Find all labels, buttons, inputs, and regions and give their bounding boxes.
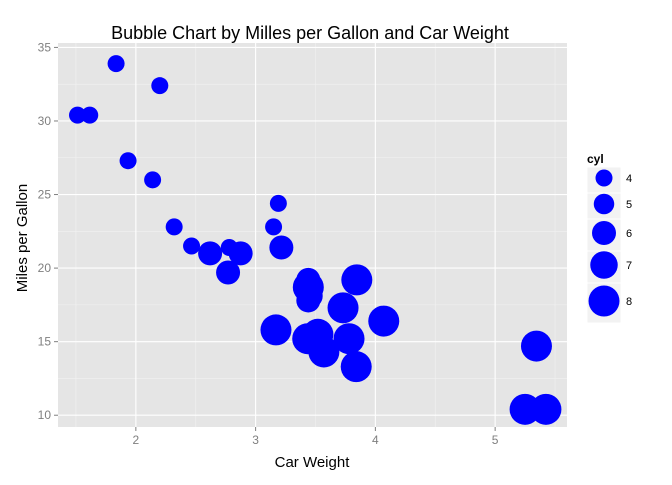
x-tick-label: 5 — [492, 433, 499, 447]
y-tick-label: 20 — [38, 261, 52, 275]
bubble-point — [119, 152, 137, 170]
bubble-point — [269, 235, 294, 260]
bubble-point — [368, 305, 400, 337]
bubble-point — [333, 323, 365, 355]
y-axis-label: Miles per Gallon — [14, 184, 31, 292]
legend-key-circle — [595, 169, 613, 187]
legend-key-circle — [592, 221, 616, 245]
bubble-point — [220, 239, 238, 257]
bubble-point — [292, 323, 324, 355]
grid-minor — [58, 43, 567, 427]
grid-major — [58, 43, 567, 427]
bubble-point — [296, 267, 321, 292]
y-axis-ticks: 10 15 20 25 30 35 — [38, 40, 58, 422]
y-tick-label: 25 — [38, 188, 52, 202]
bubble-point — [296, 288, 321, 313]
legend-key-label: 8 — [626, 296, 632, 308]
bubble-point — [269, 194, 287, 212]
legend-key-label: 5 — [626, 199, 632, 211]
legend-key-circle — [593, 193, 615, 215]
legend-keys: 4 5 6 7 8 — [586, 166, 632, 324]
y-tick-label: 30 — [38, 114, 52, 128]
legend-key-label: 7 — [626, 260, 632, 272]
x-axis-ticks: 2 3 4 5 — [133, 427, 499, 447]
legend-key-label: 4 — [626, 173, 632, 185]
bubble-point — [216, 260, 241, 285]
chart-title: Bubble Chart by Milles per Gallon and Ca… — [111, 23, 509, 43]
bubble-point — [81, 106, 99, 124]
x-axis-label: Car Weight — [275, 454, 351, 471]
legend-key-circle — [590, 251, 618, 279]
points-layer — [69, 55, 562, 425]
bubble-point — [327, 292, 359, 324]
x-tick-label: 4 — [372, 433, 379, 447]
bubble-point — [183, 237, 201, 255]
plot-panel — [58, 43, 567, 427]
bubble-point — [340, 351, 372, 383]
y-tick-label: 15 — [38, 335, 52, 349]
bubble-point — [520, 330, 552, 362]
y-tick-label: 10 — [38, 408, 52, 422]
legend-title: cyl — [587, 152, 604, 166]
bubble-point — [165, 218, 183, 236]
bubble-point — [260, 314, 292, 346]
bubble-point — [265, 218, 283, 236]
y-tick-label: 35 — [38, 40, 52, 54]
legend: cyl 4 5 6 7 8 — [586, 152, 632, 324]
bubble-point — [341, 264, 373, 296]
x-tick-label: 2 — [133, 433, 140, 447]
bubble-point — [107, 55, 125, 73]
bubble-point — [198, 241, 223, 266]
bubble-point — [144, 171, 162, 189]
bubble-point — [151, 77, 169, 95]
x-tick-label: 3 — [252, 433, 259, 447]
bubble-point — [530, 393, 562, 425]
bubble-point — [69, 106, 87, 124]
legend-key-label: 6 — [626, 228, 632, 240]
legend-key-circle — [588, 285, 620, 317]
